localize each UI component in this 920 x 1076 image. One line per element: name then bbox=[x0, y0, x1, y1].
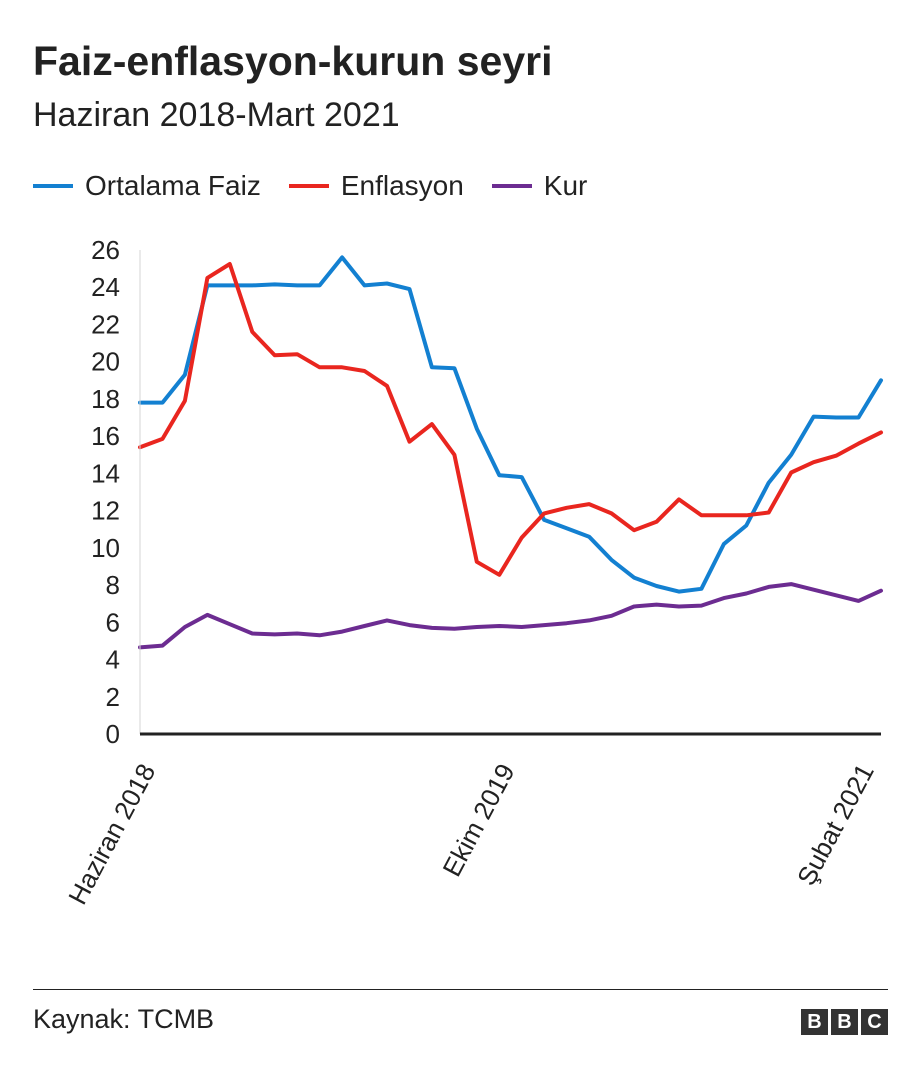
bbc-logo-letter: C bbox=[861, 1009, 888, 1035]
y-tick-label: 26 bbox=[91, 235, 120, 265]
series-line-enflasyon bbox=[138, 262, 883, 577]
footer-divider bbox=[33, 989, 888, 990]
legend-label-ortalama-faiz: Ortalama Faiz bbox=[85, 170, 261, 201]
y-tick-label: 16 bbox=[91, 421, 120, 451]
chart-title: Faiz-enflasyon-kurun seyri bbox=[33, 38, 553, 84]
y-tick-label: 18 bbox=[91, 384, 120, 414]
y-tick-label: 6 bbox=[106, 607, 120, 637]
legend-item-ortalama-faiz: Ortalama Faiz bbox=[33, 170, 261, 202]
y-tick-label: 12 bbox=[91, 496, 120, 526]
legend-item-enflasyon: Enflasyon bbox=[288, 170, 464, 202]
y-tick-label: 14 bbox=[91, 458, 120, 488]
source-note: Kaynak: TCMB bbox=[33, 1004, 215, 1034]
bbc-logo-letter: B bbox=[831, 1009, 858, 1035]
bbc-logo: B B C bbox=[798, 1009, 888, 1035]
x-tick-label: Haziran 2018 bbox=[62, 759, 161, 910]
legend-label-kur: Kur bbox=[543, 170, 588, 201]
y-tick-label: 4 bbox=[106, 645, 120, 675]
y-tick-label: 10 bbox=[91, 533, 120, 563]
series-line-ortalama-faiz bbox=[138, 255, 883, 594]
legend-swatch-kur bbox=[491, 184, 532, 188]
legend: Ortalama Faiz Enflasyon Kur bbox=[33, 168, 615, 204]
legend-label-enflasyon: Enflasyon bbox=[340, 170, 464, 201]
x-tick-label: Ekim 2019 bbox=[436, 759, 520, 882]
y-tick-label: 8 bbox=[106, 570, 120, 600]
legend-item-kur: Kur bbox=[491, 170, 588, 202]
y-tick-label: 24 bbox=[91, 272, 120, 302]
chart-subtitle: Haziran 2018-Mart 2021 bbox=[33, 96, 400, 134]
y-tick-label: 0 bbox=[106, 719, 120, 749]
legend-swatch-enflasyon bbox=[288, 184, 329, 188]
legend-swatch-ortalama-faiz bbox=[33, 184, 73, 188]
y-tick-label: 22 bbox=[91, 309, 120, 339]
y-tick-label: 2 bbox=[106, 682, 120, 712]
x-tick-label: Şubat 2021 bbox=[791, 759, 880, 891]
series-lines bbox=[138, 255, 883, 650]
series-line-kur bbox=[138, 582, 883, 650]
y-tick-label: 20 bbox=[91, 347, 120, 377]
bbc-logo-letter: B bbox=[801, 1009, 828, 1035]
x-axis-ticks: Haziran 2018 Ekim 2019 Şubat 2021 bbox=[62, 759, 880, 910]
